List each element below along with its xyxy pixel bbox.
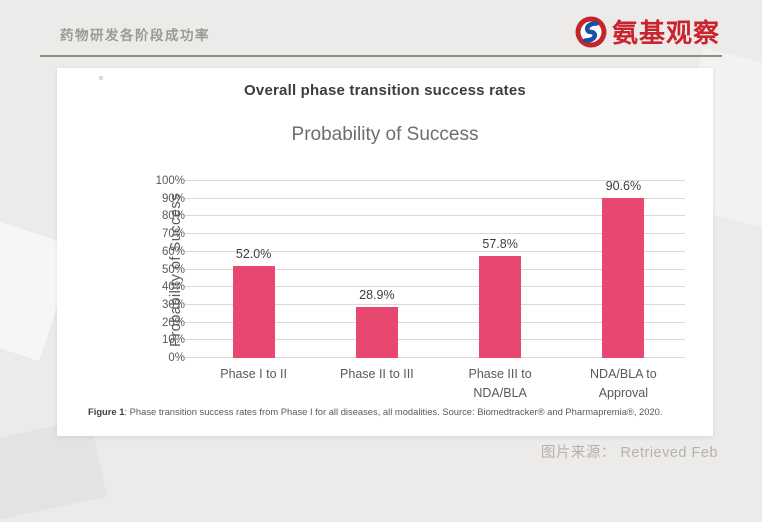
x-tick-label: Phase I to II (220, 367, 287, 381)
y-tick-label: 50% (161, 263, 185, 276)
image-source-note: 图片来源： Retrieved Feb (541, 441, 718, 462)
bar (479, 255, 522, 358)
bar-slot: 57.8% (439, 181, 562, 358)
gridline (185, 233, 685, 235)
y-tick-label: 10% (161, 334, 185, 347)
y-tick-label: 0% (168, 352, 185, 364)
y-tick-label: 80% (161, 210, 185, 223)
brand-logo-icon (573, 14, 609, 50)
figure-caption-prefix: Figure 1 (88, 406, 125, 417)
page-title: 药物研发各阶段成功率 (60, 28, 210, 43)
x-tick-label: NDA/BLA to Approval (590, 367, 657, 400)
gridline (185, 180, 685, 181)
gridline (185, 197, 685, 199)
gridline (185, 268, 685, 270)
brand-logo: 氨基观察 (573, 13, 720, 50)
figure-caption-body: : Phase transition success rates from Ph… (124, 406, 663, 417)
bar-value-label: 28.9% (359, 287, 395, 302)
y-tick-label: 20% (161, 316, 185, 329)
figure-caption: Figure 1: Phase transition success rates… (88, 406, 688, 417)
chart-title: Probability of Success (291, 124, 479, 145)
y-axis-ticks: 0% 10% 20% 30% 40% 50% 60% 70% 80% 90% 100% (141, 175, 185, 364)
bar-slots: 52.0% 28.9% 57.8% 90.6% (192, 178, 685, 358)
y-tick-label: 100% (155, 175, 185, 187)
speck (99, 76, 103, 80)
gridline (185, 321, 685, 323)
gridline (185, 286, 685, 288)
y-tick-label: 40% (161, 281, 185, 294)
bar-value-label: 90.6% (605, 178, 642, 193)
x-tick-label: Phase II to III (340, 367, 414, 381)
bar (602, 197, 645, 358)
header-divider (40, 55, 722, 57)
gridline (185, 250, 685, 252)
image-source-value: Retrieved Feb (620, 445, 718, 461)
x-axis-labels: Phase I to II Phase II to III Phase III to… (192, 365, 685, 403)
plot-area: 52.0% 28.9% 57.8% 90.6% (185, 178, 685, 358)
bar-slot: 90.6% (562, 178, 685, 358)
bar-slot: 52.0% (192, 181, 315, 358)
chart-card: Overall phase transition success rates P… (57, 68, 713, 436)
y-tick-label: 30% (161, 298, 185, 311)
bar (355, 306, 398, 358)
gridline (185, 339, 685, 341)
brand-logo-text: 氨基观察 (611, 18, 720, 48)
y-tick-label: 70% (161, 228, 185, 241)
gridline (185, 215, 685, 217)
bar (232, 265, 275, 358)
gridline (185, 303, 685, 305)
bar-slot: 28.9% (315, 181, 438, 358)
image-source-label: 图片来源： (540, 445, 616, 461)
y-tick-label: 60% (161, 245, 185, 258)
bar-value-label: 57.8% (482, 236, 518, 251)
bar-value-label: 52.0% (235, 246, 272, 261)
y-tick-label: 90% (161, 192, 185, 205)
x-tick-label: Phase III to NDA/BLA (468, 367, 532, 400)
chart-heading: Overall phase transition success rates (244, 82, 526, 99)
gridline (185, 357, 685, 358)
